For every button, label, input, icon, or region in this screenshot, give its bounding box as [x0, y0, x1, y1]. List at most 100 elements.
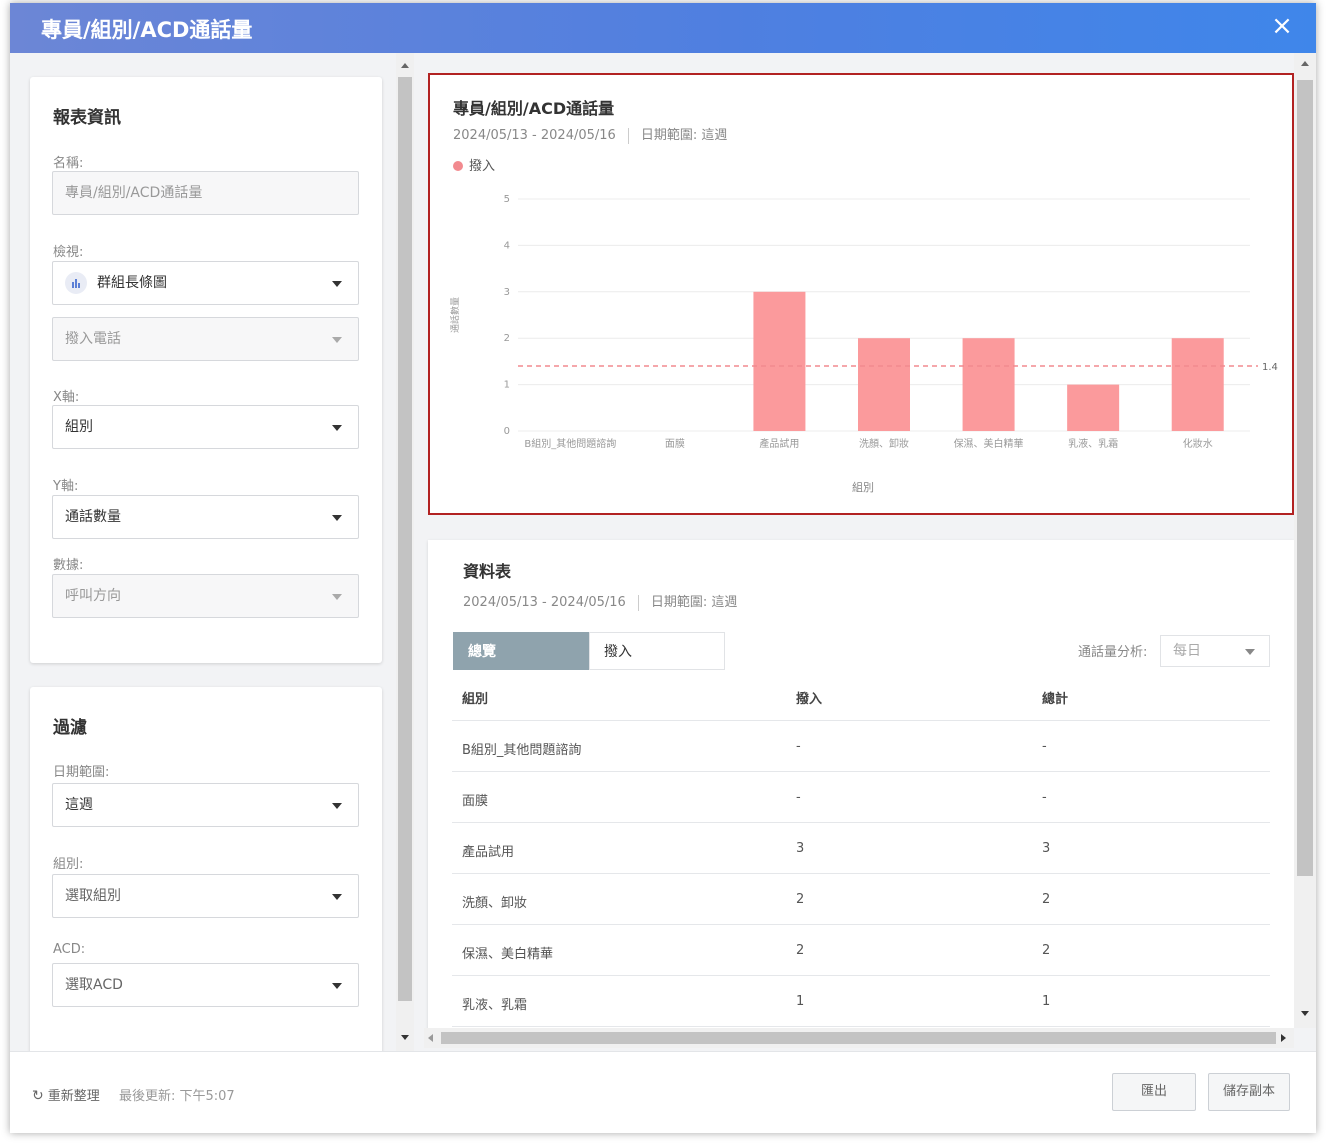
table-cell: 產品試用 — [462, 845, 515, 860]
y-axis-value: 通話數量 — [65, 509, 121, 525]
legend-dot — [453, 161, 463, 171]
x-tick-label: 乳液、乳霜 — [1068, 437, 1118, 450]
table-row: 面膜 - - — [452, 772, 1270, 823]
table-row: 保濕、美白精華 2 2 — [452, 925, 1270, 976]
right-scrollbar-thumb[interactable] — [1297, 80, 1313, 876]
bar — [962, 338, 1015, 431]
refresh-icon: ↻ — [32, 1088, 44, 1104]
acd-label: ACD: — [53, 942, 86, 957]
x-axis-title: 組別 — [852, 481, 874, 494]
chevron-down-icon — [332, 594, 342, 600]
chart-date-scope: 日期範圍: 這週 — [640, 128, 728, 143]
analysis-value: 每日 — [1173, 643, 1201, 659]
scroll-down-icon[interactable] — [1301, 1011, 1309, 1016]
view-label: 檢視: — [53, 245, 84, 260]
tab-inbound[interactable]: 撥入 — [589, 632, 725, 670]
x-tick-label: 保濕、美白精華 — [954, 437, 1024, 450]
table-cell: 洗顏、卸妝 — [462, 896, 528, 911]
y-tick-label: 1 — [504, 380, 510, 391]
date-range-value: 這週 — [65, 797, 93, 813]
last-updated: 最後更新: 下午5:07 — [119, 1089, 235, 1104]
table-cell: 3 — [1042, 841, 1051, 856]
chevron-down-icon — [332, 983, 342, 989]
left-scrollbar-thumb[interactable] — [398, 77, 412, 1001]
left-scrollbar[interactable] — [396, 53, 414, 1051]
call-type-value: 撥入電話 — [65, 331, 121, 347]
table-cell: 2 — [1042, 943, 1051, 958]
y-axis-select[interactable]: 通話數量 — [52, 495, 359, 539]
acd-value: 選取ACD — [65, 977, 123, 993]
table-row: 洗顏、卸妝 2 2 — [452, 874, 1270, 925]
y-axis-label: Y軸: — [53, 479, 79, 494]
x-tick-label: 化妝水 — [1183, 437, 1213, 450]
x-tick-label: 洗顏、卸妝 — [859, 437, 909, 450]
table-row: B組別_其他問題諮詢 - - — [452, 721, 1270, 772]
report-dialog: 專員/組別/ACD通話量 × 報表資訊 名稱: 專員/組別/ACD通話量 檢視:… — [10, 3, 1316, 1133]
table-date-line: 2024/05/13 - 2024/05/16 日期範圍: 這週 — [463, 591, 737, 611]
table-cell: 乳液、乳霜 — [462, 998, 528, 1013]
chart-legend[interactable]: 撥入 — [453, 155, 495, 174]
chevron-down-icon — [332, 803, 342, 809]
tab-overview[interactable]: 總覽 — [453, 632, 589, 670]
table-cell: 保濕、美白精華 — [462, 947, 554, 962]
name-field: 專員/組別/ACD通話量 — [52, 171, 359, 215]
bar — [1067, 384, 1120, 431]
filter-heading: 過濾 — [53, 718, 87, 738]
data-select: 呼叫方向 — [52, 574, 359, 618]
chart-card: 專員/組別/ACD通話量 2024/05/13 - 2024/05/16 日期範圍… — [428, 73, 1294, 515]
chevron-down-icon — [332, 425, 342, 431]
chart-date-range: 2024/05/13 - 2024/05/16 — [453, 128, 616, 143]
bar — [1171, 338, 1224, 431]
call-type-select: 撥入電話 — [52, 317, 359, 361]
save-copy-button[interactable]: 儲存副本 — [1208, 1073, 1290, 1111]
table-cell: 1 — [1042, 994, 1051, 1009]
x-axis-select[interactable]: 組別 — [52, 405, 359, 449]
bar-chart: 0 1 2 3 4 5 B組別_其他問題諮詢 面膜 產品試用 洗顏、卸妝 保濕、美白精華 乳液、乳霜 化… — [449, 194, 1278, 494]
scroll-up-icon[interactable] — [401, 63, 409, 68]
filter-card: 過濾 日期範圍: 這週 組別: 選取組別 ACD: 選取ACD — [30, 687, 382, 1051]
chevron-down-icon — [332, 337, 342, 343]
y-tick-label: 3 — [504, 287, 510, 298]
table-row: 乳液、乳霜 1 1 — [452, 976, 1270, 1027]
acd-select[interactable]: 選取ACD — [52, 963, 359, 1007]
close-icon[interactable]: × — [1271, 11, 1293, 41]
analysis-select: 每日 — [1160, 635, 1270, 667]
horizontal-scrollbar-thumb[interactable] — [441, 1032, 1276, 1044]
bar-chart-icon — [65, 272, 87, 294]
chart-title: 專員/組別/ACD通話量 — [453, 99, 615, 118]
scroll-left-icon[interactable] — [428, 1034, 433, 1042]
table-date-range: 2024/05/13 - 2024/05/16 — [463, 595, 626, 610]
analysis-label: 通話量分析: — [1078, 645, 1148, 660]
export-button[interactable]: 匯出 — [1112, 1073, 1196, 1111]
report-info-heading: 報表資訊 — [53, 108, 121, 128]
date-range-select[interactable]: 這週 — [52, 783, 359, 827]
chevron-down-icon — [332, 894, 342, 900]
scroll-up-icon[interactable] — [1301, 61, 1309, 66]
table-cell: 2 — [796, 892, 805, 907]
horizontal-scrollbar[interactable] — [424, 1028, 1294, 1048]
y-axis-title: 通話數量 — [449, 297, 461, 333]
table-cell: 2 — [796, 943, 805, 958]
y-tick-label: 0 — [504, 426, 510, 437]
table-cell: B組別_其他問題諮詢 — [462, 743, 582, 758]
dialog-footer: ↻ 重新整理 最後更新: 下午5:07 匯出 儲存副本 — [10, 1051, 1316, 1133]
average-line-label: 1.4 — [1262, 362, 1278, 373]
group-label: 組別: — [53, 857, 84, 872]
x-axis-value: 組別 — [65, 419, 93, 435]
table-cell: - — [796, 739, 801, 754]
refresh-button[interactable]: ↻ 重新整理 — [32, 1085, 100, 1104]
scroll-down-icon[interactable] — [401, 1035, 409, 1040]
table-row: 產品試用 3 3 — [452, 823, 1270, 874]
chart-date-line: 2024/05/13 - 2024/05/16 日期範圍: 這週 — [453, 124, 727, 144]
table-cell: - — [1042, 739, 1047, 754]
report-info-card: 報表資訊 名稱: 專員/組別/ACD通話量 檢視: 群組長條圖 撥入電話 X軸:… — [30, 77, 382, 663]
view-value: 群組長條圖 — [97, 275, 167, 291]
view-select[interactable]: 群組長條圖 — [52, 261, 359, 305]
table-cell: 1 — [796, 994, 805, 1009]
scroll-right-icon[interactable] — [1281, 1034, 1286, 1042]
data-label: 數據: — [53, 558, 84, 573]
group-select[interactable]: 選取組別 — [52, 874, 359, 918]
table-header-row: 組別 撥入 總計 — [452, 670, 1270, 721]
report-preview: 專員/組別/ACD通話量 2024/05/13 - 2024/05/16 日期範圍… — [414, 53, 1294, 1028]
right-scrollbar[interactable] — [1294, 53, 1316, 1028]
